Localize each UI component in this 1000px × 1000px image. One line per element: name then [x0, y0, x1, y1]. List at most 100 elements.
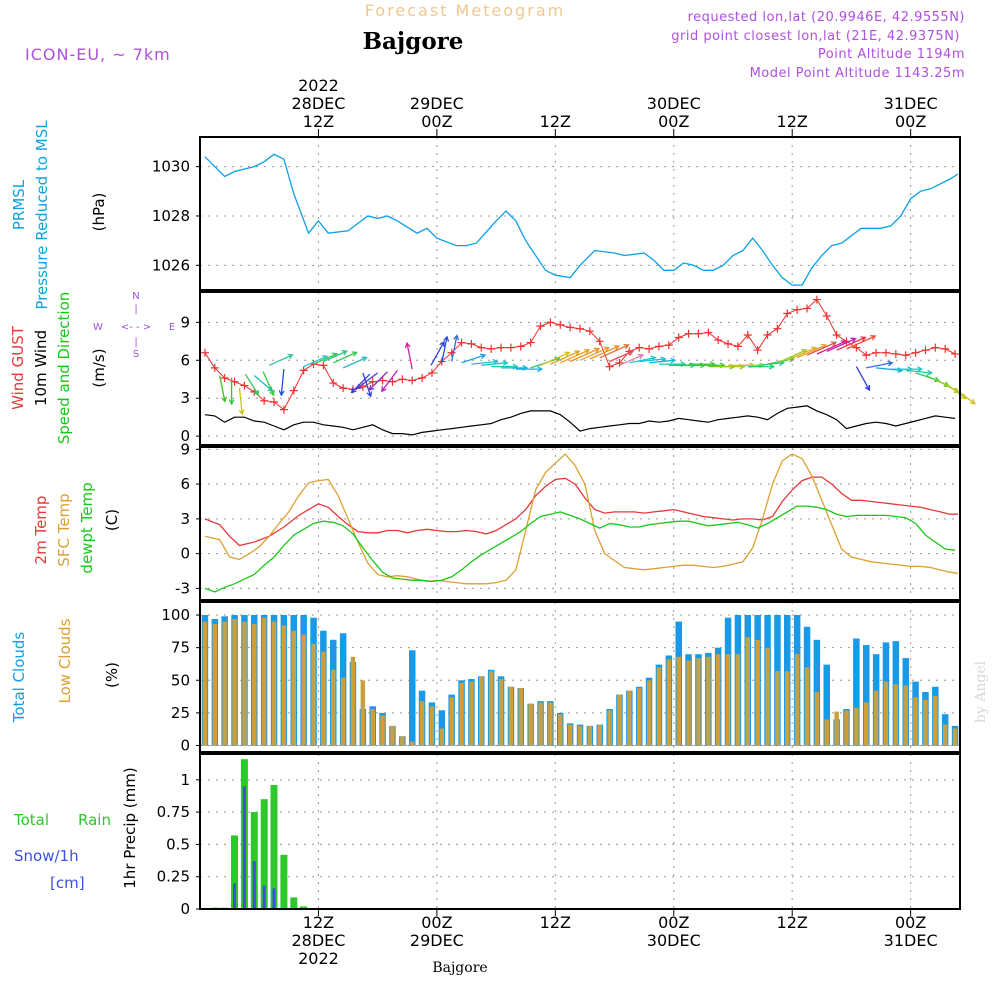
rain-bar — [250, 812, 258, 909]
gust-point — [724, 339, 733, 348]
p5-label-b: Rain — [78, 811, 111, 829]
low-cloud-bar — [676, 656, 681, 746]
wind-arrow — [836, 336, 867, 351]
low-cloud-bar — [765, 647, 770, 746]
total-cloud-bar — [863, 645, 870, 746]
gust-point — [408, 376, 417, 385]
gust-point — [536, 322, 545, 331]
panel-2-ytick: 0 — [180, 427, 190, 445]
p1-label-a: PRMSL — [10, 179, 28, 230]
panel-3-ytick: 3 — [180, 510, 190, 528]
gust-point — [200, 348, 209, 357]
wind-arrow — [905, 369, 934, 376]
panel-4-ytick: 75 — [171, 639, 190, 657]
low-cloud-bar — [528, 703, 533, 746]
top-time-label: 00Z — [421, 112, 452, 131]
rain-bar — [270, 785, 278, 909]
gust-point — [714, 336, 723, 345]
low-cloud-bar — [331, 669, 336, 746]
p5-label-d: [cm] — [50, 874, 85, 892]
panel-3-ytick: -3 — [175, 579, 190, 597]
low-cloud-bar — [390, 725, 395, 746]
total-cloud-bar — [409, 650, 416, 746]
gust-point — [803, 304, 812, 313]
low-cloud-bar — [429, 706, 435, 746]
p4-unit: (%) — [103, 662, 121, 688]
dewpt-line — [204, 505, 956, 593]
bottom-time-label: 00Z — [421, 913, 452, 932]
gust-point — [487, 344, 496, 353]
snow-bar — [242, 786, 246, 909]
bottom-time-label: 00Z — [895, 913, 926, 932]
low-cloud-bar — [883, 681, 889, 746]
low-cloud-bar — [410, 741, 415, 746]
gust-point — [497, 343, 506, 352]
low-cloud-bar — [232, 619, 237, 746]
p4-label-b: Low Clouds — [56, 618, 74, 703]
low-cloud-bar — [439, 728, 445, 746]
panel-1-ytick: 1028 — [152, 207, 190, 225]
low-cloud-bar — [725, 654, 731, 746]
compass-s: S — [133, 349, 139, 360]
low-cloud-bar — [952, 728, 958, 746]
p2-label-c: Speed and Direction — [55, 292, 73, 445]
gust-point — [763, 330, 772, 339]
gust-point — [585, 327, 594, 336]
gust-point — [931, 343, 940, 352]
p2-label-b: 10m Wind — [32, 330, 50, 406]
p2-unit: (m/s) — [90, 348, 108, 387]
wind-arrow — [747, 363, 776, 370]
bottom-time-label: 00Z — [658, 913, 689, 932]
sfc-temp-line — [204, 453, 959, 585]
plot-layer: 1026102810300369-30369025507510000.250.5… — [152, 76, 976, 968]
panel-2-ytick: 3 — [180, 389, 190, 407]
wind-arrow — [855, 366, 871, 392]
low-cloud-bar — [686, 660, 691, 746]
low-cloud-bar — [498, 679, 504, 746]
wind-arrow — [332, 351, 358, 364]
gust-point — [645, 344, 654, 353]
panel-4-ytick: 50 — [171, 671, 190, 689]
wind-arrow — [219, 375, 228, 403]
p3-unit: (C) — [103, 509, 121, 531]
gust-point — [457, 338, 466, 347]
compass-rose: N | W <- - > E | S — [93, 291, 175, 360]
low-cloud-bar — [518, 688, 523, 746]
low-cloud-bar — [607, 710, 612, 746]
low-cloud-bar — [587, 725, 593, 746]
wind-arrow — [515, 366, 544, 373]
wind-arrow — [579, 346, 611, 361]
low-cloud-bar — [617, 694, 622, 746]
wind-arrow — [846, 335, 877, 350]
gust-point — [951, 349, 960, 358]
gust-point — [427, 368, 436, 377]
low-cloud-bar — [558, 714, 563, 746]
top-time-label: 28DEC — [291, 94, 345, 113]
bottom-time-label: 12Z — [540, 913, 571, 932]
gust-point — [872, 348, 881, 357]
low-cloud-bar — [923, 699, 928, 746]
wind-arrow — [540, 351, 571, 366]
wind-arrow — [806, 341, 838, 356]
gust-point — [891, 349, 900, 358]
gust-point — [783, 309, 792, 318]
low-cloud-bar — [854, 707, 859, 746]
low-cloud-bar — [222, 621, 227, 746]
gust-point — [299, 366, 308, 375]
low-cloud-bar — [321, 651, 326, 746]
wind-arrow — [244, 373, 260, 397]
low-cloud-bar — [824, 719, 829, 746]
rain-bar — [290, 897, 298, 909]
wind-arrow — [826, 337, 857, 352]
gust-point — [516, 342, 525, 351]
low-cloud-bar — [933, 695, 938, 746]
gust-point — [911, 348, 920, 357]
compass-w: W — [93, 322, 103, 333]
compass-v-bottom: | — [134, 337, 137, 348]
wind-arrow — [380, 370, 398, 393]
low-cloud-bar — [656, 667, 662, 746]
gust-point — [546, 318, 555, 327]
panel-3-frame — [199, 446, 961, 601]
gust-point — [832, 330, 841, 339]
